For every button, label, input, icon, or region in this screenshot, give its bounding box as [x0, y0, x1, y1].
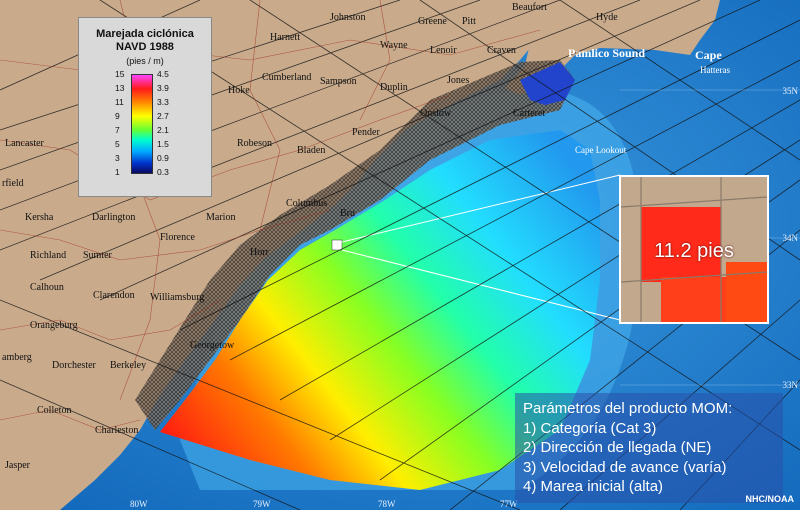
- legend-tick-meters: 0.3: [157, 167, 169, 177]
- place-georgetown: Georgetow: [190, 340, 235, 351]
- location-marker: [331, 239, 343, 251]
- place-berkeley: Berkeley: [110, 360, 147, 371]
- legend-tick-meters: 0.9: [157, 153, 169, 163]
- legend-tick-meters: 3.9: [157, 83, 169, 93]
- legend-tick-feet: 7: [115, 125, 120, 135]
- legend-tick-meters: 1.5: [157, 139, 169, 149]
- place-hyde: Hyde: [596, 12, 618, 23]
- surge-field: [160, 130, 600, 490]
- legend-tick-feet: 1: [115, 167, 120, 177]
- legend-tick-feet: 13: [115, 83, 125, 93]
- place-hoke: Hoke: [228, 85, 250, 96]
- place-florence: Florence: [160, 232, 195, 243]
- legend-color-scale: [131, 74, 153, 174]
- place-colleton: Colleton: [37, 405, 72, 416]
- place-harnett: Harnett: [270, 32, 300, 43]
- place-wayne: Wayne: [380, 40, 408, 51]
- legend-title-2: NAVD 1988: [116, 41, 174, 53]
- place-orangeburg: Orangeburg: [30, 320, 78, 331]
- place-craven: Craven: [487, 45, 516, 56]
- lon-label-79: 79W: [253, 499, 271, 509]
- place-marion: Marion: [206, 212, 236, 223]
- callout-line-bottom: [341, 249, 621, 321]
- place-dorchester: Dorchester: [52, 360, 96, 371]
- legend-tick-feet: 3: [115, 153, 120, 163]
- credit-label: NHC/NOAA: [745, 494, 795, 504]
- place-kershaw: Kersha: [25, 212, 54, 223]
- legend-tick-meters: 4.5: [157, 69, 169, 79]
- legend-title-1: Marejada ciclónica: [96, 28, 194, 40]
- lat-label-33: 33N: [782, 380, 799, 390]
- params-item-1: 1) Categoría (Cat 3): [523, 419, 657, 437]
- params-title: Parámetros del producto MOM:: [523, 400, 733, 417]
- place-jasper: Jasper: [5, 460, 30, 471]
- place-richland: Richland: [30, 250, 67, 261]
- legend-tick-meters: 3.3: [157, 97, 169, 107]
- place-columbus: Columbus: [286, 198, 328, 209]
- surge-legend: Marejada ciclónica NAVD 1988 (pies / m) …: [78, 17, 212, 197]
- place-cape-hatteras-1: Cape: [695, 48, 722, 62]
- place-bladen: Bladen: [297, 145, 326, 156]
- legend-tick-feet: 15: [115, 69, 125, 79]
- params-item-3: 3) Velocidad de avance (varía): [523, 458, 727, 476]
- params-item-2: 2) Dirección de llegada (NE): [523, 439, 712, 456]
- place-carteret: Carteret: [513, 108, 546, 119]
- legend-tick-meters: 2.1: [157, 125, 169, 135]
- legend-tick-feet: 11: [115, 97, 124, 107]
- place-darlington: Darlington: [92, 212, 136, 223]
- place-clarendon: Clarendon: [93, 290, 135, 301]
- legend-tick-meters: 2.7: [157, 111, 169, 121]
- legend-tick-feet: 5: [115, 139, 120, 149]
- zoom-cells: [621, 177, 767, 322]
- place-bamberg: amberg: [2, 352, 32, 363]
- place-greene: Greene: [418, 16, 447, 27]
- place-duplin: Duplin: [380, 82, 408, 93]
- place-cape-lookout: Cape Lookout: [575, 145, 627, 155]
- place-charleston: Charleston: [95, 425, 139, 436]
- place-chesterfield: rfield: [2, 178, 24, 189]
- lon-label-80: 80W: [130, 499, 148, 509]
- lat-label-34: 34N: [782, 233, 799, 243]
- place-robeson: Robeson: [237, 138, 272, 149]
- place-sumter: Sumter: [83, 250, 112, 261]
- zoom-callout: 11.2 pies: [619, 175, 769, 324]
- params-item-4: 4) Marea inicial (alta): [523, 478, 664, 495]
- place-cumberland: Cumberland: [262, 72, 312, 83]
- place-pender: Pender: [352, 127, 380, 138]
- lat-label-35: 35N: [782, 86, 799, 96]
- place-sampson: Sampson: [320, 76, 357, 87]
- place-pitt: Pitt: [462, 16, 476, 27]
- place-brunswick: Bru: [340, 208, 355, 219]
- parameters-box: Parámetros del producto MOM: 1) Categorí…: [515, 393, 783, 503]
- pamlico-sound-water: [520, 62, 575, 105]
- place-williamsburg: Williamsburg: [150, 292, 205, 303]
- place-cape-hatteras-2: Hatteras: [700, 65, 730, 75]
- place-calhoun: Calhoun: [30, 282, 64, 293]
- place-jones: Jones: [447, 75, 470, 86]
- legend-tick-feet: 9: [115, 111, 120, 121]
- place-lenoir: Lenoir: [430, 45, 457, 56]
- place-horry: Horr: [250, 247, 269, 258]
- callout-line-top: [341, 174, 621, 243]
- lon-label-78: 78W: [378, 499, 396, 509]
- legend-units: (pies / m): [126, 56, 164, 66]
- place-onslow: Onslow: [420, 108, 452, 119]
- callout-value: 11.2 pies: [654, 240, 734, 262]
- place-lancaster: Lancaster: [5, 138, 44, 149]
- lon-label-77: 77W: [500, 499, 518, 509]
- place-beaufort: Beaufort: [512, 2, 547, 13]
- place-johnston: Johnston: [330, 12, 366, 23]
- place-pamlico-sound: Pamlico Sound: [568, 46, 646, 60]
